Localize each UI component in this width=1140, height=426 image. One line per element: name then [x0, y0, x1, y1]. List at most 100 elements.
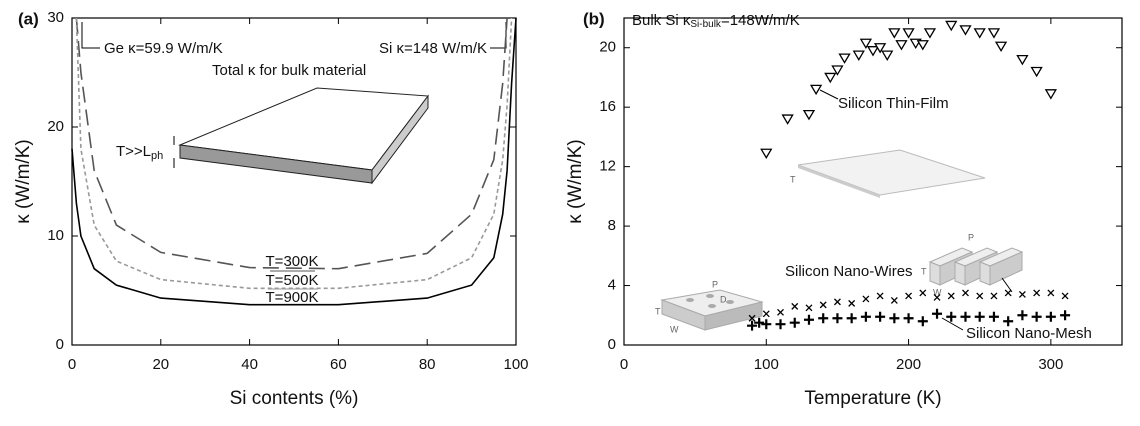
- scatter-point: [902, 28, 915, 39]
- x-tick-label: 40: [241, 356, 258, 373]
- scatter-point: [852, 50, 865, 61]
- scatter-point: [781, 114, 794, 125]
- panel-title: (a): [18, 9, 39, 28]
- plot-frame: [71, 17, 517, 346]
- scatter-point: [895, 40, 908, 51]
- scatter-point: [946, 311, 957, 322]
- scatter-point: [833, 298, 841, 306]
- scatter-point: [1060, 310, 1071, 321]
- scatter-point: [932, 308, 943, 319]
- plot-frame: [623, 17, 1123, 346]
- scatter-point: [1030, 66, 1043, 78]
- series-label: Silicon Nano-Mesh: [966, 325, 1092, 342]
- scatter-point: [803, 314, 814, 325]
- annotation-text: Bulk Si κ: [632, 12, 691, 29]
- scatter-point: [890, 296, 898, 304]
- scatter-point: [974, 311, 985, 322]
- nanomesh-inset: P D T W: [655, 279, 764, 334]
- series-label: T=900K: [266, 289, 319, 306]
- x-tick-label: 100: [754, 356, 779, 373]
- scatter-point: [809, 84, 823, 96]
- series-label: T=500K: [266, 272, 319, 289]
- annotation: Total κ for bulk material: [212, 62, 366, 79]
- scatter-point: [960, 311, 971, 322]
- annotation: Ge κ=59.9 W/m/K: [104, 40, 223, 57]
- panel: (b) Temperature (K) κ (W/m/K) 0 100 200 300 0 4 8…: [565, 9, 1123, 409]
- scatter-point: [919, 289, 927, 297]
- x-tick-label: 300: [1038, 356, 1063, 373]
- scatter-point: [862, 295, 870, 303]
- scatter-point: [876, 292, 884, 300]
- y-tick-label: 12: [599, 158, 616, 175]
- scatter-point: [848, 299, 856, 307]
- annotation-text: =148W/m/K: [721, 12, 800, 29]
- x-tick-label: 200: [896, 356, 921, 373]
- scatter-point: [805, 304, 813, 312]
- scatter-point: [866, 46, 880, 57]
- panel: (a) Si contents (%) κ (W/m/K) 0 20 40 60 80 100 0…: [13, 9, 529, 409]
- annotation: Bulk Si κSi-bulk=148W/m/K: [632, 12, 800, 30]
- y-tick-label: 16: [599, 98, 616, 115]
- scatter-point: [761, 319, 772, 330]
- scatter-point: [933, 293, 941, 301]
- annotation-subscript: Si-bulk: [690, 19, 722, 30]
- y-tick-label: 10: [47, 227, 64, 244]
- scatter-point: [973, 28, 986, 39]
- y-tick-label: 0: [56, 336, 64, 353]
- slab-inset: [173, 87, 429, 185]
- x-tick-label: 0: [620, 356, 628, 373]
- scatter-point: [947, 292, 955, 300]
- x-tick-label: 80: [419, 356, 436, 373]
- series-line: [71, 17, 517, 306]
- scatter-point: [762, 310, 770, 318]
- y-tick-label: 4: [608, 277, 616, 294]
- scatter-point: [916, 40, 929, 51]
- annotation: T>>Lph: [116, 143, 163, 162]
- scatter-point: [1016, 54, 1029, 66]
- y-axis-title: κ (W/m/K): [13, 139, 34, 223]
- arrow: [81, 22, 100, 49]
- scatter-point: [802, 109, 816, 121]
- inset-label: D: [720, 294, 727, 304]
- inset-label: T: [790, 174, 796, 184]
- scatter-point: [846, 313, 857, 324]
- scatter-point: [1033, 289, 1041, 297]
- scatter-point: [860, 311, 871, 322]
- scatter-point: [1003, 316, 1014, 327]
- y-tick-label: 0: [608, 336, 616, 353]
- x-tick-label: 0: [68, 356, 76, 373]
- series-line: [75, 17, 508, 270]
- x-tick-label: 20: [152, 356, 169, 373]
- scatter-point: [838, 53, 851, 64]
- scatter-point: [873, 43, 887, 54]
- x-tick-label: 60: [330, 356, 347, 373]
- scatter-point: [875, 311, 886, 322]
- scatter-point: [824, 72, 837, 84]
- scatter-point: [1044, 89, 1057, 100]
- scatter-point: [881, 50, 894, 61]
- annotation-text: T>>L: [116, 143, 151, 160]
- scatter-point: [831, 65, 844, 76]
- series-label: T=300K: [266, 253, 319, 270]
- inset-label: P: [968, 232, 974, 242]
- scatter-point: [832, 313, 843, 324]
- panel-title: (b): [583, 9, 605, 28]
- scatter-point: [748, 314, 756, 322]
- scatter-point: [962, 289, 969, 297]
- series-label: Silicon Thin-Film: [838, 95, 949, 112]
- scatter-point: [889, 313, 900, 324]
- scatter-point: [945, 20, 958, 32]
- scatter-point: [1031, 311, 1042, 322]
- scatter-point: [859, 38, 873, 50]
- x-axis-title: Temperature (K): [804, 388, 941, 409]
- scatter-point: [988, 311, 999, 322]
- y-axis-title: κ (W/m/K): [565, 139, 586, 223]
- scatter-point: [1045, 311, 1056, 322]
- scatter-point: [789, 317, 800, 328]
- y-tick-label: 8: [608, 217, 616, 234]
- inset-label: W: [933, 287, 942, 297]
- y-tick-label: 30: [47, 9, 64, 26]
- arrow: [490, 22, 507, 49]
- scatter-point: [994, 41, 1008, 53]
